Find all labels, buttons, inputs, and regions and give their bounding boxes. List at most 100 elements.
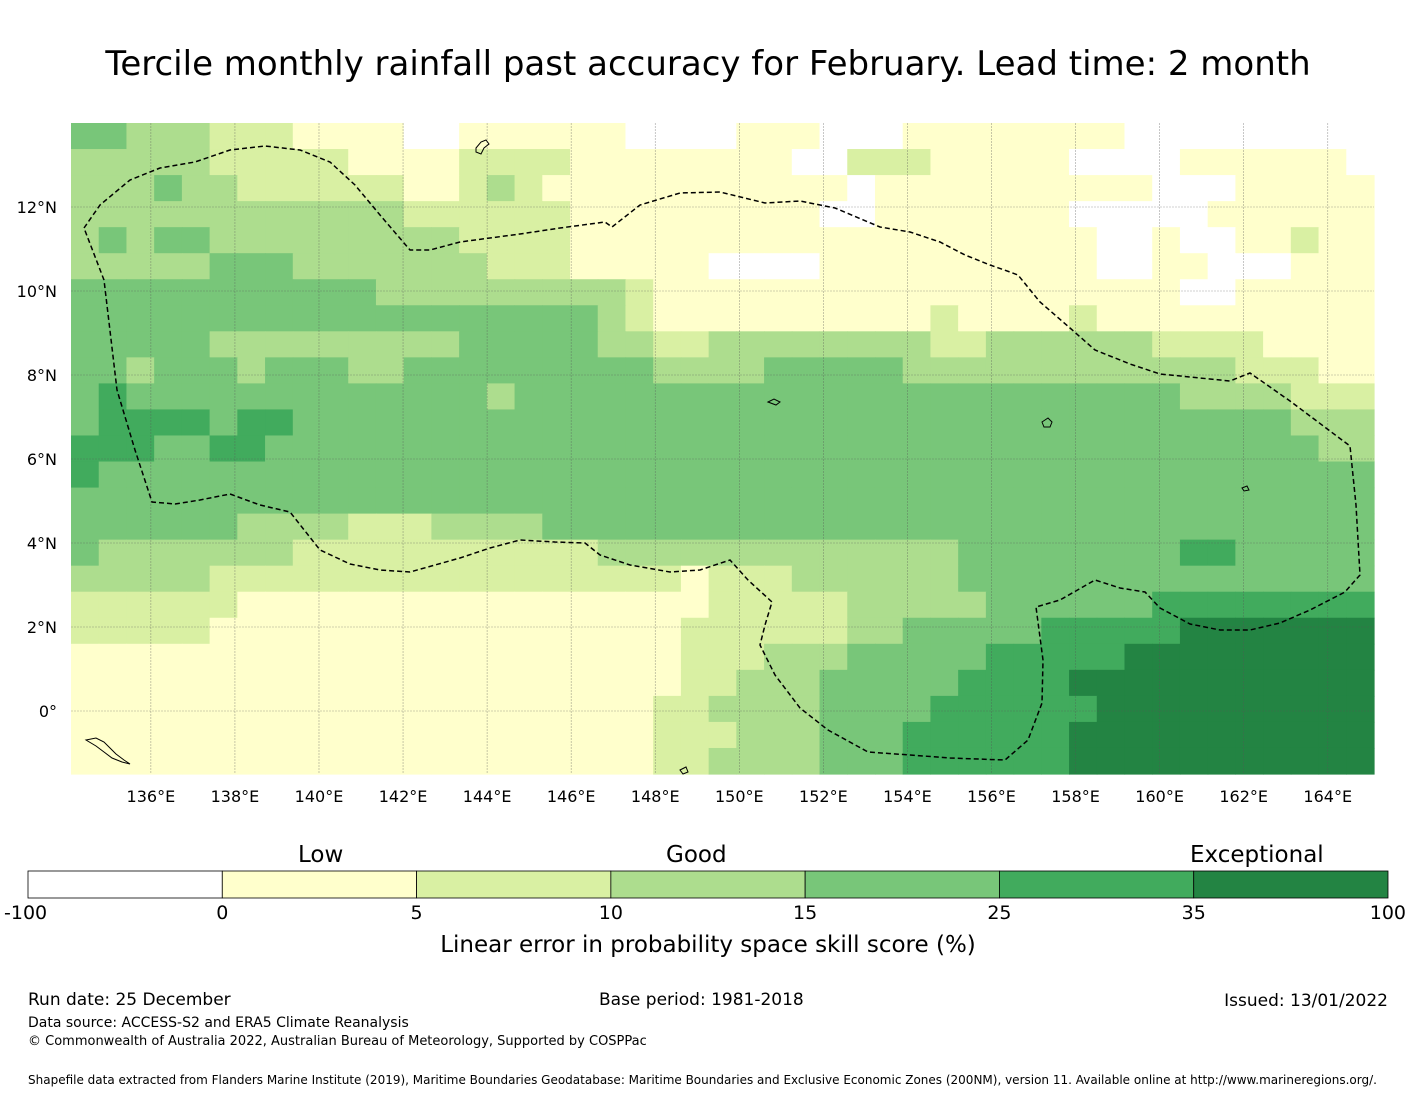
skill-cell — [514, 591, 543, 619]
skill-cell — [680, 123, 710, 150]
skill-cell — [71, 617, 100, 645]
skill-cell — [403, 253, 432, 280]
skill-cell — [459, 435, 488, 463]
skill-cell — [1096, 175, 1126, 202]
skill-cell — [1041, 409, 1070, 437]
skill-cell — [1207, 175, 1236, 202]
skill-cell — [1096, 149, 1126, 176]
skill-cell — [1041, 253, 1070, 280]
skill-cell — [126, 747, 155, 775]
skill-cell — [154, 461, 183, 489]
skill-cell — [1124, 487, 1153, 515]
skill-cell — [1207, 591, 1236, 619]
skill-cell — [791, 695, 821, 723]
skill-cell — [1346, 149, 1375, 176]
skill-cell — [958, 435, 987, 463]
skill-cell — [819, 669, 848, 697]
skill-cell — [791, 461, 821, 489]
skill-cell — [71, 331, 100, 358]
skill-cell — [791, 253, 821, 280]
skill-cell — [181, 409, 211, 437]
skill-cell — [819, 461, 848, 489]
skill-cell — [1013, 513, 1042, 541]
skill-cell — [237, 383, 266, 411]
skill-cell — [320, 201, 349, 228]
skill-cell — [708, 695, 737, 723]
skill-cell — [209, 539, 238, 567]
skill-cell — [126, 695, 155, 723]
skill-cell — [403, 721, 432, 749]
skill-cell — [1207, 279, 1236, 306]
skill-cell — [1235, 279, 1264, 306]
skill-cell — [736, 565, 765, 593]
skill-cell — [1207, 201, 1236, 228]
skill-cell — [431, 487, 460, 515]
skill-cell — [902, 331, 932, 358]
skill-cell — [1235, 357, 1264, 384]
skill-cell — [431, 721, 460, 749]
skill-cell — [1152, 175, 1181, 202]
skill-cell — [98, 565, 128, 593]
skill-cell — [154, 747, 183, 775]
skill-cell — [847, 227, 876, 254]
skill-cell — [1263, 149, 1292, 176]
skill-cell — [292, 175, 322, 202]
skill-cell — [403, 513, 432, 541]
skill-cell — [874, 305, 904, 332]
skill-cell — [1069, 383, 1098, 411]
skill-cell — [514, 435, 543, 463]
skill-grid-cells — [71, 123, 1375, 775]
skill-cell — [653, 357, 682, 384]
skill-cell — [680, 669, 710, 697]
skill-cell — [1069, 721, 1098, 749]
skill-cell — [764, 565, 793, 593]
skill-cell — [292, 669, 322, 697]
skill-cell — [570, 721, 599, 749]
skill-cell — [1041, 591, 1070, 619]
skill-cell — [320, 617, 349, 645]
skill-cell — [1069, 123, 1098, 150]
skill-cell — [459, 253, 488, 280]
skill-cell — [209, 435, 238, 463]
skill-cell — [874, 331, 904, 358]
skill-cell — [597, 175, 627, 202]
skill-cell — [874, 435, 904, 463]
skill-cell — [902, 565, 932, 593]
skill-cell — [1096, 279, 1126, 306]
skill-cell — [1207, 721, 1236, 749]
skill-cell — [292, 539, 322, 567]
skill-cell — [902, 279, 932, 306]
skill-cell — [1069, 461, 1098, 489]
skill-cell — [1124, 383, 1153, 411]
skill-cell — [486, 123, 516, 150]
skill-cell — [348, 487, 377, 515]
skill-cell — [1290, 253, 1320, 280]
colorbar-tick: 0 — [216, 902, 229, 924]
skill-cell — [680, 383, 710, 411]
skill-cell — [514, 409, 543, 437]
skill-cell — [1318, 487, 1347, 515]
skill-cell — [126, 669, 155, 697]
skill-cell — [348, 669, 377, 697]
skill-cell — [764, 227, 793, 254]
skill-cell — [514, 123, 543, 150]
skill-cell — [985, 175, 1015, 202]
skill-cell — [320, 747, 349, 775]
skill-cell — [625, 435, 654, 463]
skill-cell — [1152, 695, 1181, 723]
skill-cell — [653, 695, 682, 723]
skill-cell — [1318, 331, 1347, 358]
skill-cell — [431, 513, 460, 541]
skill-cell — [958, 253, 987, 280]
skill-cell — [1346, 123, 1375, 150]
skill-cell — [1179, 279, 1209, 306]
skill-cell — [71, 149, 100, 176]
skill-cell — [403, 565, 432, 593]
skill-cell — [847, 513, 876, 541]
skill-cell — [847, 305, 876, 332]
skill-cell — [847, 617, 876, 645]
skill-cell — [625, 513, 654, 541]
skill-cell — [874, 253, 904, 280]
skill-cell — [209, 487, 238, 515]
skill-cell — [736, 409, 765, 437]
